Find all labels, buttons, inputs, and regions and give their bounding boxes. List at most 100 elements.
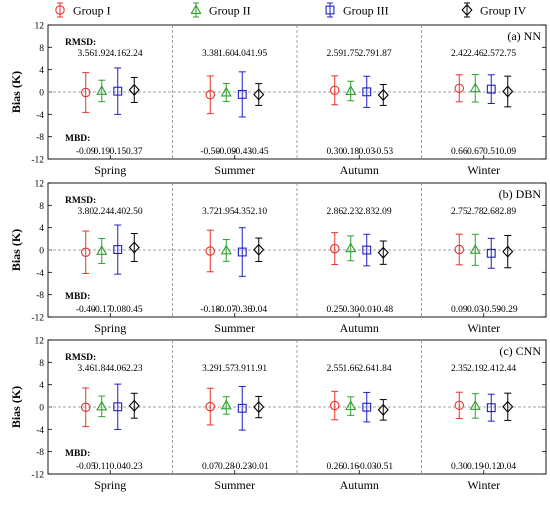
data-marker — [469, 243, 481, 254]
mbd-value: -0.17 — [92, 305, 112, 315]
y-tick-label: 0 — [39, 404, 44, 414]
y-tick-label: -8 — [36, 291, 44, 301]
rmsd-value: 2.35 — [451, 364, 468, 374]
rmsd-value: 2.64 — [358, 364, 375, 374]
data-marker — [377, 246, 389, 259]
rmsd-value: 2.19 — [467, 364, 484, 374]
legend: Group I Group II Group III Group IV — [55, 2, 527, 18]
mbd-value: -0.03 — [357, 462, 377, 472]
x-tick-label: Winter — [467, 321, 500, 335]
error-bar-point — [81, 230, 91, 274]
error-bar-point — [205, 229, 216, 273]
data-marker — [362, 87, 372, 97]
y-tick-label: -12 — [31, 314, 44, 324]
rmsd-value: 4.06 — [109, 364, 126, 374]
mbd-value: 0.67 — [467, 147, 484, 157]
data-marker — [377, 403, 389, 416]
mbd-value: -0.45 — [249, 147, 269, 157]
error-bar-point — [253, 83, 265, 106]
error-bar-point — [502, 234, 514, 269]
x-tick-label: Winter — [467, 163, 500, 177]
legend-item: Group II — [190, 2, 251, 18]
mbd-value: 0.09 — [451, 305, 468, 315]
y-tick-label: -4 — [36, 111, 44, 121]
mbd-value: 0.08 — [109, 305, 126, 315]
error-bar-point — [237, 227, 247, 277]
mbd-value: -0.12 — [481, 462, 501, 472]
y-tick-label: -12 — [31, 156, 44, 166]
rmsd-value: 3.91 — [234, 364, 251, 374]
data-marker — [96, 245, 108, 255]
mbd-value: 0.66 — [451, 147, 468, 157]
mbd-value: -0.01 — [357, 305, 377, 315]
data-marker — [237, 89, 247, 99]
error-bar-point — [81, 387, 91, 428]
error-bar-point — [253, 237, 265, 263]
mbd-value: 0.19 — [467, 462, 484, 472]
legend-marker — [190, 4, 202, 14]
error-bar-point — [81, 72, 91, 113]
data-marker — [377, 88, 389, 101]
y-axis-label: Bias (K) — [9, 71, 23, 113]
rmsd-value: 2.68 — [483, 207, 500, 217]
data-marker — [113, 402, 123, 412]
rmsd-value: 2.50 — [126, 207, 143, 217]
rmsd-value: 3.46 — [77, 364, 94, 374]
x-tick-label: Summer — [214, 163, 255, 177]
mbd-value: 0.51 — [483, 147, 500, 157]
rmsd-value: 2.55 — [326, 364, 343, 374]
error-bar-point — [469, 393, 481, 419]
mbd-value: 0.37 — [126, 147, 143, 157]
rmsd-value: 1.87 — [375, 49, 392, 59]
error-bar-point — [362, 75, 372, 108]
rmsd-value: 2.23 — [126, 364, 143, 374]
error-bar-point — [486, 237, 496, 269]
error-bar-point — [237, 385, 247, 431]
rmsd-value: 2.42 — [451, 49, 468, 59]
error-bar-point — [469, 74, 481, 103]
data-marker — [205, 246, 216, 256]
mbd-value: 0.11 — [94, 462, 111, 472]
x-tick-label: Autumn — [340, 478, 379, 492]
data-marker — [502, 245, 514, 258]
data-marker — [253, 401, 265, 414]
data-marker — [220, 86, 232, 97]
error-bar-point — [362, 391, 372, 423]
mbd-value: 0.04 — [109, 462, 126, 472]
rmsd-value: 3.56 — [77, 49, 94, 59]
rmsd-value: 2.24 — [93, 207, 110, 217]
rmsd-value: 2.46 — [467, 49, 484, 59]
error-bar-point — [345, 80, 357, 102]
rmsd-label: RMSD: — [65, 196, 96, 206]
data-marker — [329, 85, 340, 96]
rmsd-value: 1.60 — [218, 49, 235, 59]
mbd-value: -0.36 — [232, 305, 252, 315]
panel-label: (a) NN — [507, 29, 541, 43]
mbd-value: -0.01 — [249, 462, 269, 472]
legend-marker — [55, 5, 65, 15]
rmsd-value: 2.23 — [342, 207, 359, 217]
mbd-label: MBD: — [65, 449, 90, 459]
data-marker — [486, 84, 496, 94]
rmsd-value: 1.95 — [218, 207, 235, 217]
mbd-value: -0.53 — [373, 147, 393, 157]
y-tick-label: 0 — [39, 89, 44, 99]
legend-marker — [461, 3, 473, 17]
data-marker — [128, 241, 140, 254]
rmsd-value: 1.95 — [250, 49, 267, 59]
mbd-value: 0.28 — [218, 462, 235, 472]
y-tick-label: 12 — [35, 180, 45, 190]
rmsd-value: 2.57 — [483, 49, 500, 59]
rmsd-value: 1.75 — [342, 49, 359, 59]
data-marker — [329, 400, 340, 411]
y-tick-label: 0 — [39, 247, 44, 257]
y-tick-label: -4 — [36, 269, 44, 279]
mbd-value: -0.09 — [76, 147, 96, 157]
y-tick-label: 4 — [39, 381, 44, 391]
y-tick-label: 8 — [39, 202, 44, 212]
data-marker — [486, 403, 496, 413]
mbd-value: 0.16 — [342, 462, 359, 472]
data-marker — [329, 243, 340, 254]
x-tick-label: Spring — [94, 321, 126, 335]
